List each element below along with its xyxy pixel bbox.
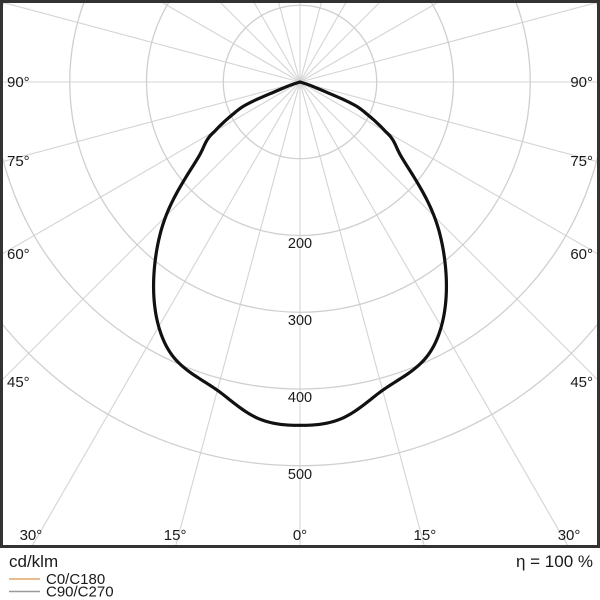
svg-text:30°: 30° bbox=[20, 527, 43, 544]
svg-text:300: 300 bbox=[288, 313, 312, 329]
svg-text:0°: 0° bbox=[293, 527, 307, 544]
svg-text:30°: 30° bbox=[558, 527, 581, 544]
svg-text:45°: 45° bbox=[570, 374, 593, 391]
svg-text:η = 100 %: η = 100 % bbox=[516, 552, 593, 571]
svg-text:60°: 60° bbox=[7, 246, 30, 263]
svg-text:500: 500 bbox=[288, 467, 312, 483]
svg-text:75°: 75° bbox=[570, 153, 593, 170]
svg-text:200: 200 bbox=[288, 236, 312, 252]
svg-text:90°: 90° bbox=[7, 74, 30, 91]
svg-text:15°: 15° bbox=[164, 527, 187, 544]
svg-text:C90/C270: C90/C270 bbox=[46, 584, 114, 600]
svg-text:15°: 15° bbox=[414, 527, 437, 544]
svg-text:90°: 90° bbox=[570, 74, 593, 91]
svg-text:400: 400 bbox=[288, 390, 312, 406]
svg-text:45°: 45° bbox=[7, 374, 30, 391]
svg-text:75°: 75° bbox=[7, 153, 30, 170]
svg-text:cd/klm: cd/klm bbox=[9, 552, 58, 571]
svg-text:60°: 60° bbox=[570, 246, 593, 263]
